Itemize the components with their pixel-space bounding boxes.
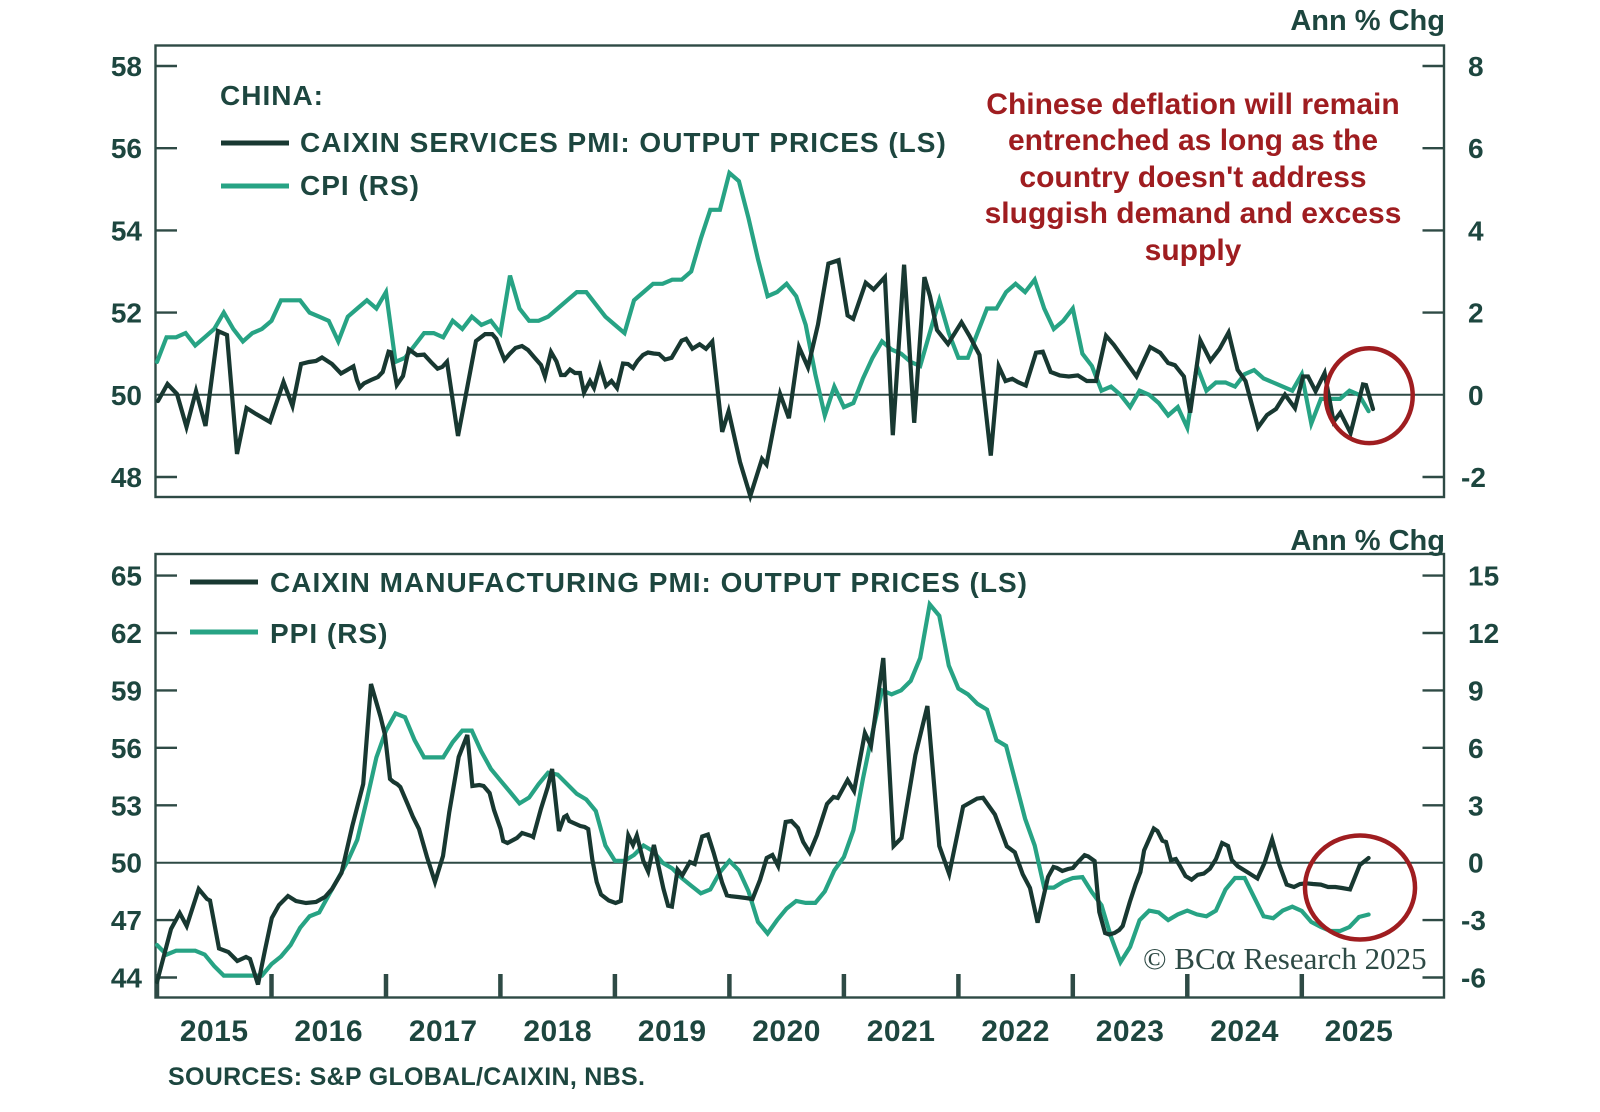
svg-text:2018: 2018: [523, 1015, 592, 1048]
svg-text:65: 65: [111, 561, 142, 592]
svg-text:59: 59: [111, 675, 142, 706]
svg-text:58: 58: [111, 51, 142, 82]
svg-text:CHINA:: CHINA:: [220, 80, 324, 111]
svg-text:2017: 2017: [409, 1015, 478, 1048]
svg-text:48: 48: [111, 462, 142, 493]
svg-text:47: 47: [111, 905, 142, 936]
svg-text:PPI (RS): PPI (RS): [270, 618, 388, 649]
svg-text:© BCα Research 2025: © BCα Research 2025: [1143, 936, 1427, 978]
svg-text:52: 52: [111, 298, 142, 329]
svg-text:15: 15: [1468, 561, 1499, 592]
svg-text:53: 53: [111, 790, 142, 821]
svg-text:CAIXIN MANUFACTURING PMI: OUTP: CAIXIN MANUFACTURING PMI: OUTPUT PRICES …: [270, 567, 1028, 598]
svg-text:2016: 2016: [294, 1015, 363, 1048]
svg-text:6: 6: [1468, 733, 1484, 764]
svg-text:Ann % Chg: Ann % Chg: [1290, 5, 1445, 37]
svg-text:country doesn't address: country doesn't address: [1019, 161, 1366, 194]
svg-text:2021: 2021: [867, 1015, 936, 1048]
svg-text:56: 56: [111, 133, 142, 164]
svg-text:Ann % Chg: Ann % Chg: [1290, 525, 1445, 557]
svg-text:sluggish demand and excess: sluggish demand and excess: [985, 197, 1402, 230]
svg-text:-2: -2: [1461, 462, 1486, 493]
svg-text:-3: -3: [1461, 905, 1486, 936]
svg-text:44: 44: [111, 963, 143, 994]
svg-text:2020: 2020: [752, 1015, 821, 1048]
svg-text:2019: 2019: [638, 1015, 707, 1048]
svg-text:54: 54: [111, 215, 143, 246]
svg-text:12: 12: [1468, 618, 1499, 649]
svg-text:4: 4: [1468, 215, 1484, 246]
svg-text:entrenched as long as the: entrenched as long as the: [1008, 124, 1378, 157]
svg-text:2015: 2015: [180, 1015, 249, 1048]
svg-text:2022: 2022: [981, 1015, 1050, 1048]
svg-text:3: 3: [1468, 790, 1484, 821]
svg-text:2: 2: [1468, 298, 1484, 329]
svg-text:CPI (RS): CPI (RS): [300, 170, 420, 201]
svg-text:CAIXIN SERVICES PMI: OUTPUT PR: CAIXIN SERVICES PMI: OUTPUT PRICES (LS): [300, 127, 947, 158]
svg-text:50: 50: [111, 848, 142, 879]
svg-text:6: 6: [1468, 133, 1484, 164]
svg-text:0: 0: [1468, 848, 1484, 879]
svg-text:50: 50: [111, 380, 142, 411]
svg-text:-6: -6: [1461, 963, 1486, 994]
svg-text:56: 56: [111, 733, 142, 764]
svg-text:SOURCES: S&P GLOBAL/CAIXIN, NB: SOURCES: S&P GLOBAL/CAIXIN, NBS.: [168, 1063, 645, 1091]
svg-text:2024: 2024: [1210, 1015, 1279, 1048]
svg-text:2025: 2025: [1325, 1015, 1394, 1048]
svg-text:2023: 2023: [1096, 1015, 1165, 1048]
svg-text:62: 62: [111, 618, 142, 649]
svg-text:Chinese deflation will remain: Chinese deflation will remain: [986, 88, 1399, 121]
svg-text:8: 8: [1468, 51, 1484, 82]
svg-text:0: 0: [1468, 380, 1484, 411]
svg-text:9: 9: [1468, 675, 1484, 706]
svg-text:supply: supply: [1145, 234, 1242, 267]
